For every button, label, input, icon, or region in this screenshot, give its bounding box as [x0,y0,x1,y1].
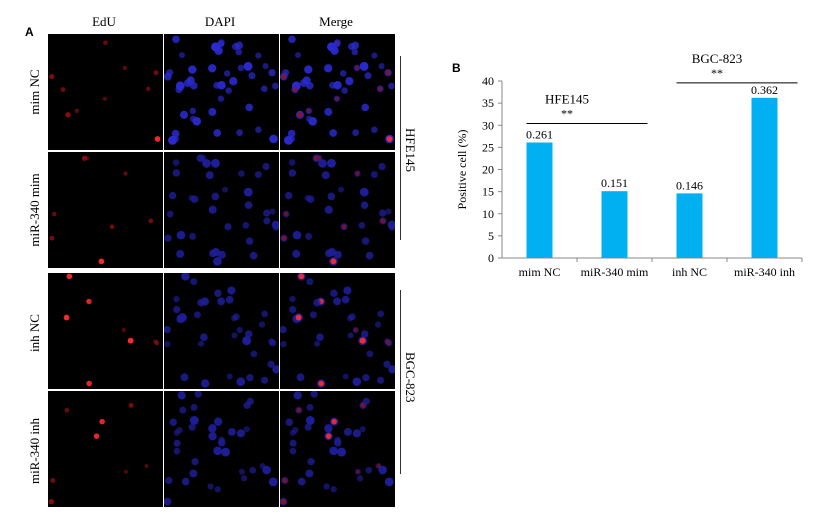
y-tick-label: 10 [482,207,494,221]
x-tick-label: miR-340 inh [734,265,795,279]
data-label: 0.151 [601,176,628,190]
column-header-dapi: DAPI [204,14,236,29]
y-axis-label: Positive cell (%) [455,130,469,210]
microscopy-image [164,34,279,150]
chart-labels: 0.261 mim NC 0.151 miR-340 mim 0.146 inh NC 0.… [519,51,798,279]
significance-stars: ** [711,66,723,80]
bgc823-group-label: BGC-823 [403,352,418,403]
positive-cell-bar-chart: Positive cell (%) 0 5 10 15 20 25 30 35 40 0.261… [455,51,803,279]
microscopy-image [48,34,163,150]
bar [601,191,628,258]
bar [676,193,703,258]
significance-stars: ** [561,107,573,121]
microscopy-image [280,152,395,268]
y-tick-label: 15 [482,185,494,199]
hfe145-bracket [400,56,401,240]
microscopy-image [280,273,395,389]
group-label: HFE145 [545,92,589,107]
x-tick-label: mim NC [519,265,561,279]
chart-bars [526,97,778,258]
chart-axes: 0 5 10 15 20 25 30 35 40 [482,74,803,265]
microscopy-image [164,391,279,507]
microscopy-image [48,391,163,507]
x-tick-label: inh NC [672,265,707,279]
bar [526,142,553,258]
microscopy-image [48,152,163,268]
microscopy-image [280,34,395,150]
panel-b-letter: B [452,61,461,75]
data-label: 0.362 [751,83,778,97]
data-label: 0.146 [676,178,703,192]
panel-a-letter: A [25,25,34,39]
y-tick-label: 0 [488,251,494,265]
y-tick-label: 40 [482,74,494,88]
microscopy-image [48,273,163,389]
bgc823-bracket [400,290,401,474]
microscopy-image [280,391,395,507]
y-tick-label: 20 [482,163,494,177]
row-label-mim-nc: mim NC [27,69,42,115]
row-label-mir340-inh: miR-340 inh [27,417,42,485]
hfe145-group-label: HFE145 [403,128,418,173]
x-tick-label: miR-340 mim [581,265,649,279]
y-tick-label: 35 [482,96,494,110]
y-tick-label: 5 [488,229,494,243]
y-tick-label: 25 [482,140,494,154]
data-label: 0.261 [526,128,553,142]
row-label-inh-nc: inh NC [27,314,42,352]
microscopy-image [164,152,279,268]
y-tick-label: 30 [482,118,494,132]
row-label-mir340-mim: miR-340 mim [27,173,42,247]
microscopy-image [164,273,279,389]
column-header-merge: Merge [319,14,353,29]
column-header-edu: EdU [92,14,116,29]
bar [751,97,778,258]
group-label: BGC-823 [692,51,743,66]
